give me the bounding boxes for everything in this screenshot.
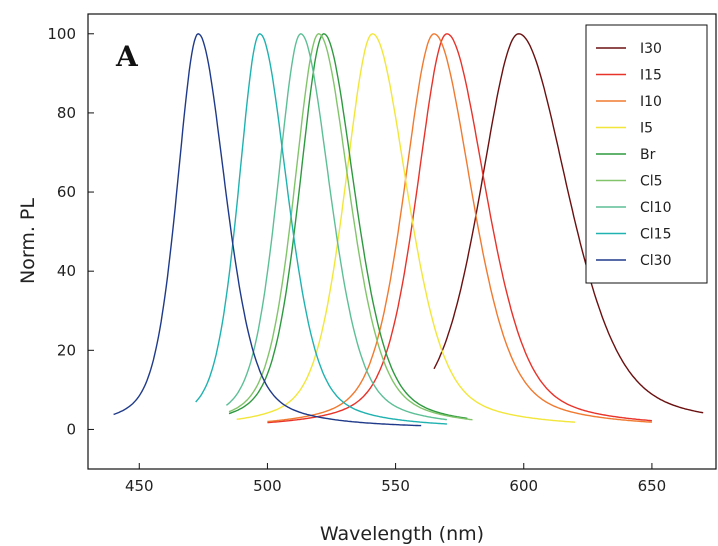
series-line-i15 xyxy=(267,33,652,424)
y-tick-label: 40 xyxy=(57,262,76,280)
legend-label: Cl15 xyxy=(640,227,671,243)
y-tick-label: 100 xyxy=(47,25,76,43)
series-line-cl5 xyxy=(228,33,473,421)
y-tick-label: 20 xyxy=(57,341,76,359)
legend-label: I10 xyxy=(640,94,662,110)
legend: I30 I15 I10 I5 Br Cl5 Cl10 Cl15 Cl30 xyxy=(585,24,708,284)
series-line-i30 xyxy=(433,33,704,414)
x-tick-label: 550 xyxy=(381,477,410,495)
legend-label: I15 xyxy=(640,68,662,84)
x-axis-title: Wavelength (nm) xyxy=(320,523,484,545)
legend-label: Cl30 xyxy=(640,253,671,269)
y-axis-title: Norm. PL xyxy=(17,198,39,284)
series-line-cl30 xyxy=(113,33,422,427)
legend-label: Br xyxy=(640,147,656,163)
x-tick-label: 650 xyxy=(638,477,667,495)
y-tick-label: 60 xyxy=(57,183,76,201)
legend-label: Cl10 xyxy=(640,200,671,216)
series-line-i5 xyxy=(236,33,576,423)
series-line-cl10 xyxy=(225,33,447,421)
y-tick-label: 0 xyxy=(66,420,76,438)
x-axis: 450 500 550 600 650 xyxy=(125,463,666,495)
legend-label: Cl5 xyxy=(640,174,663,190)
series-line-br xyxy=(228,33,468,420)
x-tick-label: 450 xyxy=(125,477,154,495)
legend-label: I5 xyxy=(640,121,653,137)
panel-label: A xyxy=(115,40,139,73)
y-tick-label: 80 xyxy=(57,104,76,122)
y-axis: 0 20 40 60 80 100 xyxy=(47,25,94,438)
series-lines xyxy=(113,33,704,427)
series-line-i10 xyxy=(267,33,652,423)
series-line-cl15 xyxy=(195,33,447,425)
plot-frame xyxy=(87,13,717,470)
x-tick-label: 500 xyxy=(253,477,282,495)
x-tick-label: 600 xyxy=(509,477,538,495)
legend-label: I30 xyxy=(640,41,662,57)
